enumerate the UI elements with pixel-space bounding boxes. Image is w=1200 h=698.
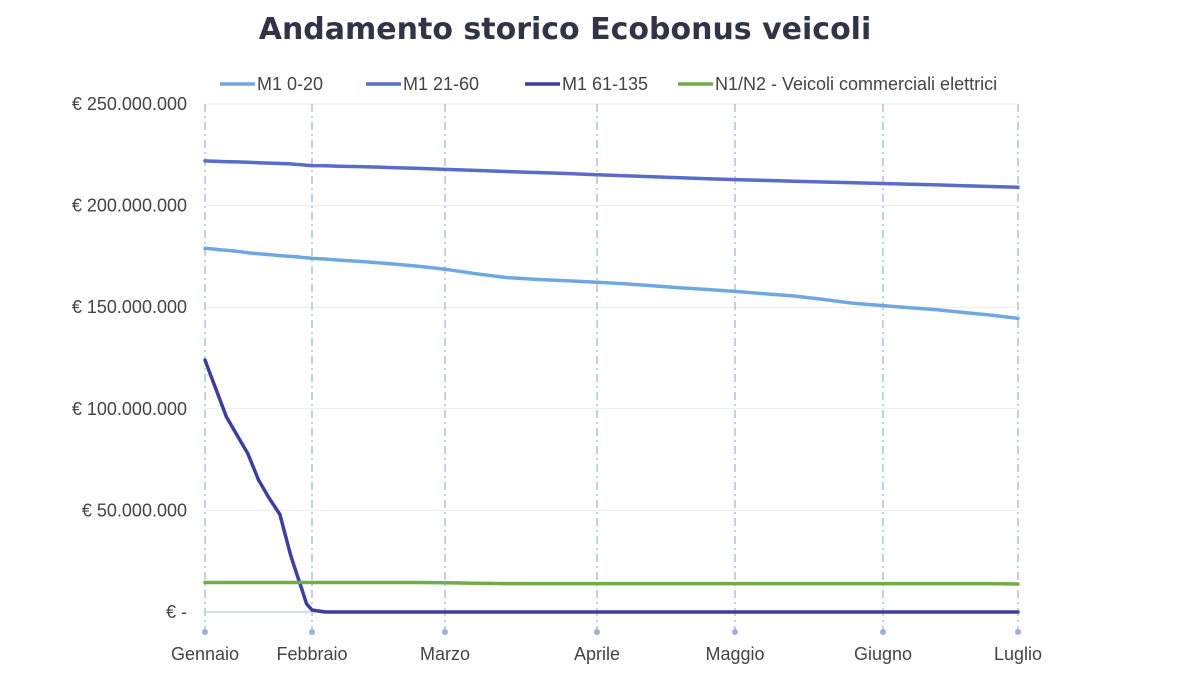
y-tick-label: € 50.000.000 bbox=[82, 500, 187, 520]
y-tick-labels: € - € 50.000.000 € 100.000.000 € 150.000.00… bbox=[72, 94, 187, 622]
x-tick-label: Maggio bbox=[705, 644, 764, 664]
legend-label: M1 0-20 bbox=[257, 74, 323, 94]
y-tick-label: € 250.000.000 bbox=[72, 94, 187, 114]
axis-tick-dot bbox=[1015, 629, 1021, 635]
chart-series bbox=[203, 159, 1020, 614]
y-tick-label: € 100.000.000 bbox=[72, 399, 187, 419]
series-line-2 bbox=[203, 358, 1020, 614]
series-line-1 bbox=[203, 159, 1020, 190]
axis-tick-dot bbox=[442, 629, 448, 635]
axis-tick-dot bbox=[880, 629, 886, 635]
legend-label: M1 61-135 bbox=[562, 74, 648, 94]
x-tick-label: Gennaio bbox=[171, 644, 239, 664]
month-separators bbox=[202, 104, 1021, 635]
series-line-0 bbox=[203, 246, 1020, 321]
axis-tick-dot bbox=[732, 629, 738, 635]
series-line-3 bbox=[203, 580, 1020, 586]
x-tick-labels: Gennaio Febbraio Marzo Aprile Maggio Giugno Lu… bbox=[171, 644, 1042, 664]
y-tick-label: € 200.000.000 bbox=[72, 196, 187, 216]
axis-tick-dot bbox=[594, 629, 600, 635]
legend-label: N1/N2 - Veicoli commerciali elettrici bbox=[715, 74, 997, 94]
x-tick-label: Luglio bbox=[994, 644, 1042, 664]
x-tick-label: Giugno bbox=[854, 644, 912, 664]
x-tick-label: Marzo bbox=[420, 644, 470, 664]
axis-tick-dot bbox=[309, 629, 315, 635]
x-tick-label: Febbraio bbox=[276, 644, 347, 664]
y-tick-label: € - bbox=[166, 602, 187, 622]
x-tick-label: Aprile bbox=[574, 644, 620, 664]
chart-title: Andamento storico Ecobonus veicoli bbox=[258, 12, 872, 47]
y-tick-label: € 150.000.000 bbox=[72, 297, 187, 317]
axis-tick-dot bbox=[202, 629, 208, 635]
chart-legend: M1 0-20 M1 21-60 M1 61-135 N1/N2 - Veicoli … bbox=[220, 74, 997, 94]
legend-label: M1 21-60 bbox=[403, 74, 479, 94]
